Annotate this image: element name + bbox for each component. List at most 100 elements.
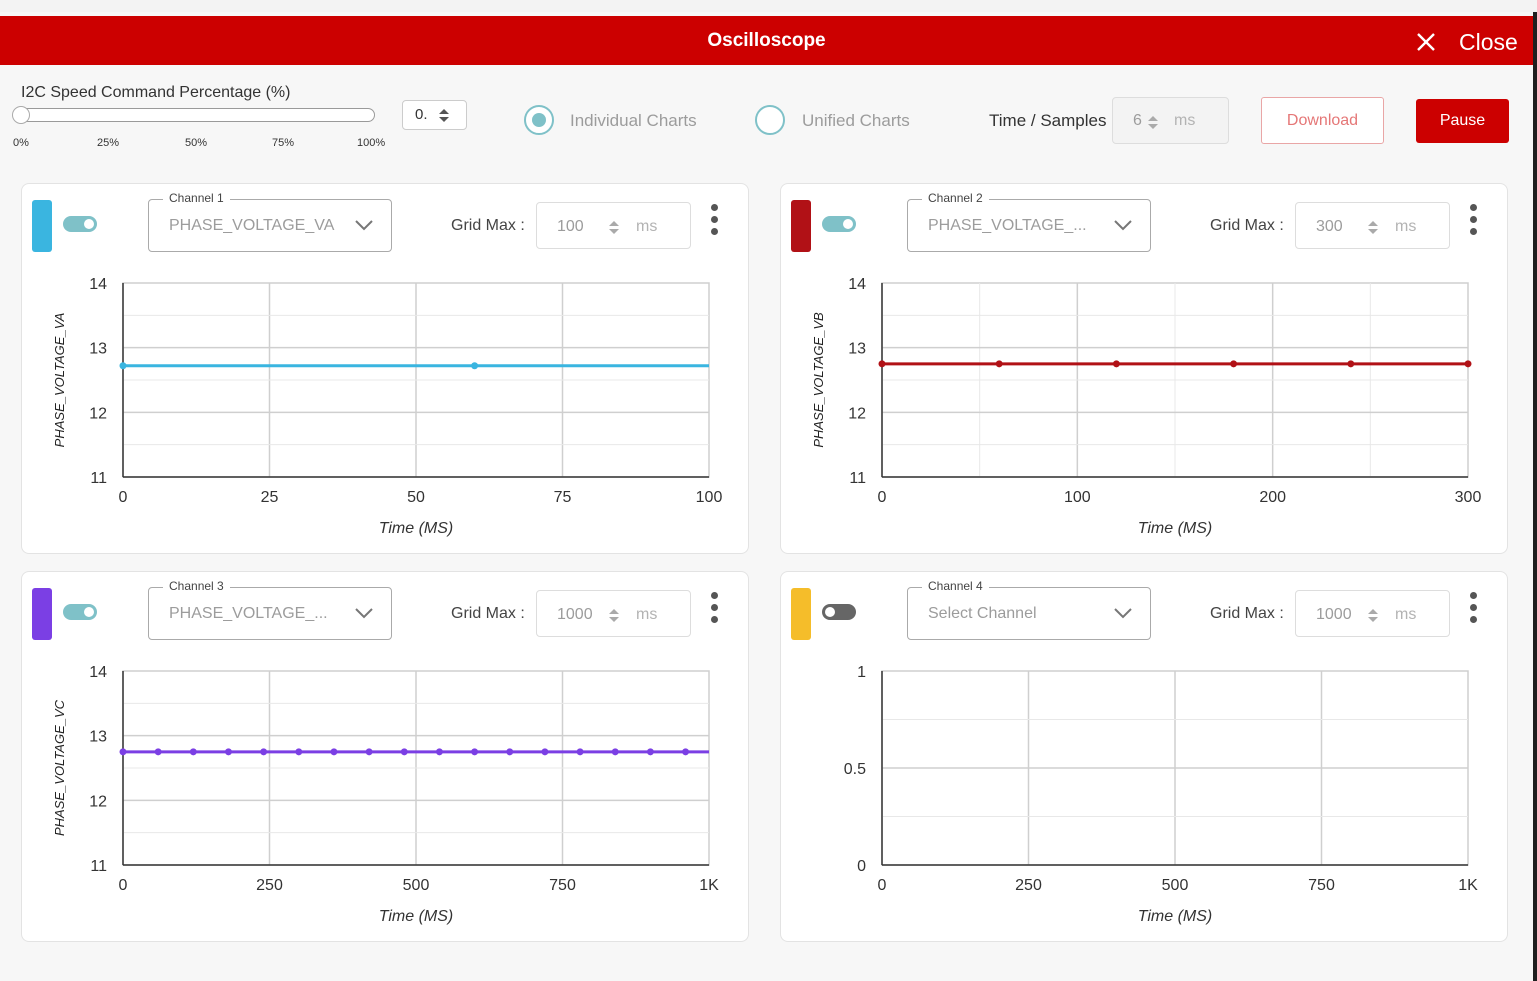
close-button[interactable]: Close (1459, 29, 1518, 55)
channel-enable-toggle[interactable] (63, 604, 97, 620)
channel-select-legend: Channel 1 (163, 191, 230, 205)
channel-select-value: PHASE_VOLTAGE_... (928, 217, 1087, 234)
more-options-icon[interactable] (1470, 204, 1478, 238)
grid-max-input[interactable]: 300 ms (1295, 202, 1450, 249)
slider-tick-label: 50% (185, 137, 208, 149)
x-tick-label: 0 (119, 489, 128, 506)
chevron-down-icon[interactable] (355, 220, 373, 231)
time-samples-unit: ms (1174, 112, 1196, 129)
channel-enable-toggle[interactable] (63, 216, 97, 232)
data-point (400, 748, 408, 756)
x-tick-label: 750 (1308, 877, 1335, 894)
time-samples-input[interactable]: 6 ms (1112, 97, 1229, 144)
data-point (471, 362, 479, 370)
grid-max-label: Grid Max : (1210, 605, 1284, 622)
x-tick-label: 250 (1015, 877, 1042, 894)
data-point (576, 748, 584, 756)
y-tick-label: 14 (89, 276, 107, 293)
speed-slider-thumb[interactable] (12, 106, 30, 124)
data-point (878, 360, 886, 368)
chevron-down-icon[interactable] (1114, 608, 1132, 619)
radio-unified-charts[interactable] (755, 105, 785, 135)
more-options-icon[interactable] (711, 204, 719, 238)
grid-max-label: Grid Max : (451, 605, 525, 622)
chart-svg: 0 100 200 300 11 12 13 14 Time (MS) PHASE_VOLTAGE… (811, 276, 1482, 537)
slider-tick-label: 0% (13, 137, 29, 149)
channel-select-legend: Channel 2 (922, 191, 989, 205)
data-point (1112, 360, 1120, 368)
x-axis-title: Time (MS) (1138, 520, 1213, 537)
oscilloscope-modal: Oscilloscope Close I2C Speed Command Per… (0, 12, 1533, 981)
data-point (1464, 360, 1472, 368)
y-tick-label: 13 (89, 729, 107, 746)
x-tick-label: 0 (878, 489, 887, 506)
channel-color-swatch (791, 200, 811, 252)
pause-button[interactable]: Pause (1416, 99, 1509, 143)
data-point (119, 748, 127, 756)
speed-slider[interactable] (15, 108, 375, 122)
stepper-icon[interactable] (1368, 609, 1378, 622)
stepper-icon[interactable] (1148, 116, 1158, 129)
slider-tick-label: 25% (97, 137, 120, 149)
close-icon[interactable] (1414, 30, 1438, 54)
speed-value-input[interactable]: 0. (402, 100, 467, 130)
x-tick-label: 300 (1455, 489, 1482, 506)
window-top-strip (0, 0, 1537, 12)
stepper-icon[interactable] (609, 221, 619, 234)
y-tick-label: 1 (857, 664, 866, 681)
grid-max-input[interactable]: 1000 ms (536, 590, 691, 637)
chevron-down-icon[interactable] (1114, 220, 1132, 231)
radio-unified-label[interactable]: Unified Charts (802, 111, 910, 130)
data-point (1347, 360, 1355, 368)
channel-select[interactable]: Channel 1 PHASE_VOLTAGE_VA (148, 191, 392, 252)
data-point (506, 748, 514, 756)
channel-enable-toggle[interactable] (822, 216, 856, 232)
speed-value: 0. (415, 106, 428, 123)
x-tick-label: 500 (1162, 877, 1189, 894)
more-options-icon[interactable] (1470, 592, 1478, 626)
channel-select-value: PHASE_VOLTAGE_VA (169, 217, 335, 234)
channel-panel-1: Channel 1 PHASE_VOLTAGE_VA Grid Max : 10… (21, 183, 749, 554)
grid-max-input[interactable]: 100 ms (536, 202, 691, 249)
channel-select-value: Select Channel (928, 605, 1037, 622)
channel-select[interactable]: Channel 3 PHASE_VOLTAGE_... (148, 579, 392, 640)
x-tick-label: 250 (256, 877, 283, 894)
data-point (260, 748, 268, 756)
grid-max-unit: ms (1395, 218, 1417, 235)
grid-max-label: Grid Max : (1210, 217, 1284, 234)
channel-select[interactable]: Channel 4 Select Channel (907, 579, 1151, 640)
grid-max-value: 300 (1316, 218, 1343, 235)
data-point (995, 360, 1003, 368)
x-tick-label: 750 (549, 877, 576, 894)
grid-max-input[interactable]: 1000 ms (1295, 590, 1450, 637)
data-point (682, 748, 690, 756)
stepper-icon[interactable] (439, 109, 449, 122)
radio-individual-label[interactable]: Individual Charts (570, 111, 697, 130)
download-button[interactable]: Download (1261, 97, 1384, 144)
data-point (154, 748, 162, 756)
x-tick-label: 0 (119, 877, 128, 894)
channel-select[interactable]: Channel 2 PHASE_VOLTAGE_... (907, 191, 1151, 252)
chevron-down-icon[interactable] (355, 608, 373, 619)
x-tick-label: 1K (1458, 877, 1478, 894)
chart-svg: 0 25 50 75 100 11 12 13 14 Time (MS) PHASE_VOLTAGE… (52, 276, 722, 537)
grid-max-unit: ms (1395, 606, 1417, 623)
data-point (330, 748, 338, 756)
channel-enable-toggle[interactable] (822, 604, 856, 620)
y-tick-label: 14 (848, 276, 866, 293)
stepper-icon[interactable] (1368, 221, 1378, 234)
grid-max-value: 1000 (557, 606, 593, 623)
channel-color-swatch (32, 200, 52, 252)
y-tick-label: 12 (89, 793, 107, 810)
data-point (541, 748, 549, 756)
slider-tick-label: 75% (272, 137, 295, 149)
x-tick-label: 75 (554, 489, 572, 506)
data-point (435, 748, 443, 756)
stepper-icon[interactable] (609, 609, 619, 622)
channel-color-swatch (32, 588, 52, 640)
grid-max-label: Grid Max : (451, 217, 525, 234)
x-tick-label: 500 (403, 877, 430, 894)
more-options-icon[interactable] (711, 592, 719, 626)
radio-individual-charts[interactable] (524, 105, 554, 135)
data-point (189, 748, 197, 756)
